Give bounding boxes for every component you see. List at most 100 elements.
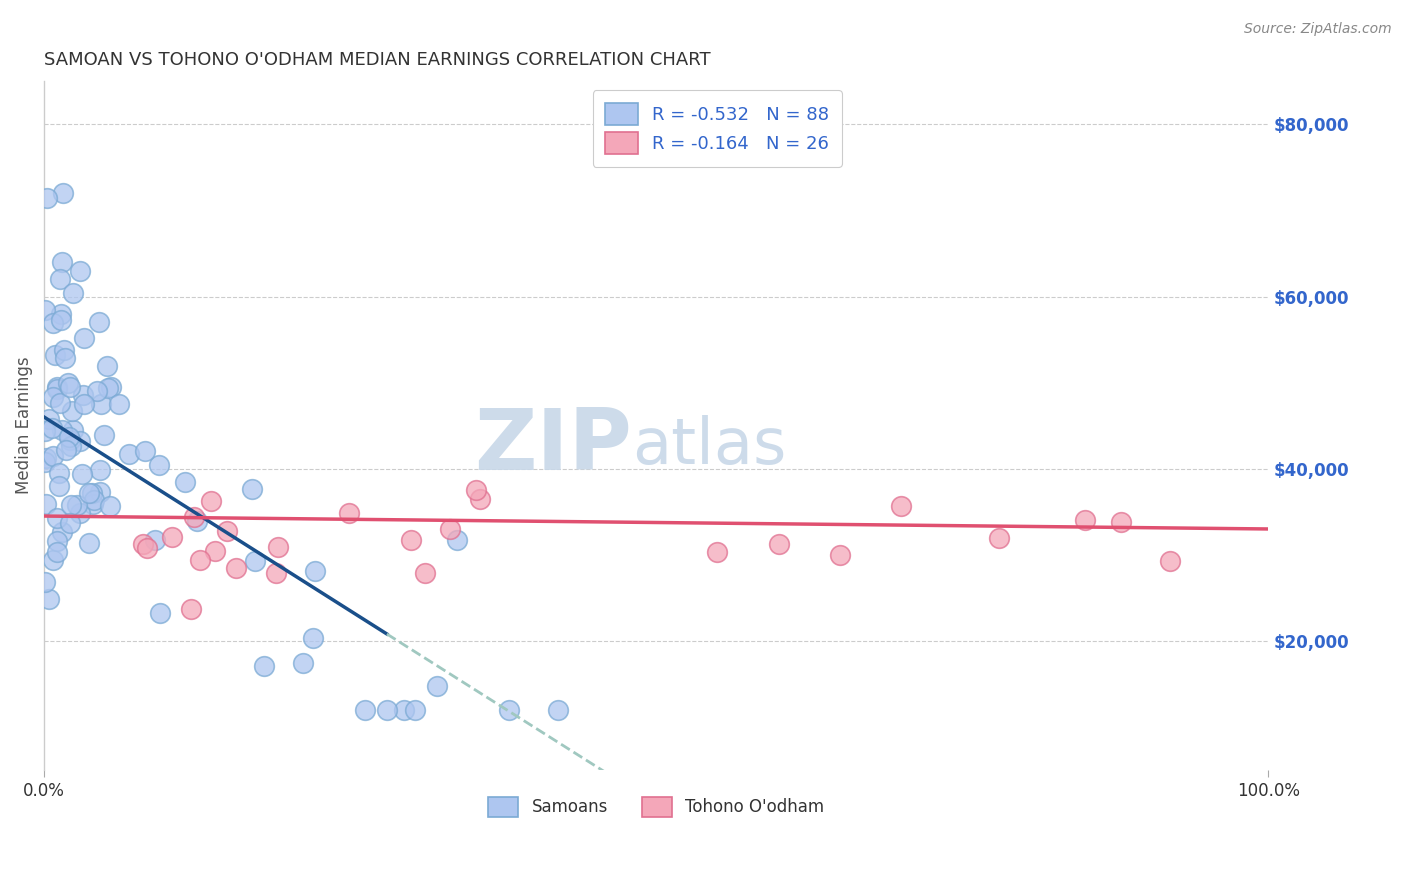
Point — [52, 343, 75, 357]
Point — [51, 255, 73, 269]
Point — [82, 497, 104, 511]
Point — [79, 535, 101, 549]
Point — [58, 430, 80, 444]
Point — [55, 442, 77, 457]
Point — [426, 679, 449, 693]
Point — [34, 424, 56, 438]
Point — [38, 412, 60, 426]
Point — [264, 566, 287, 581]
Point — [375, 703, 398, 717]
Point — [204, 544, 226, 558]
Point — [186, 515, 208, 529]
Point — [72, 467, 94, 481]
Point — [404, 703, 426, 717]
Point — [42, 317, 65, 331]
Point — [399, 533, 422, 547]
Point — [89, 484, 111, 499]
Point — [240, 482, 263, 496]
Point — [58, 516, 80, 530]
Point — [253, 659, 276, 673]
Point — [354, 703, 377, 717]
Point — [35, 451, 58, 466]
Point — [547, 703, 569, 717]
Point — [69, 264, 91, 278]
Point — [215, 524, 238, 538]
Point — [46, 511, 69, 525]
Point — [183, 510, 205, 524]
Point — [60, 498, 83, 512]
Point — [51, 524, 73, 539]
Point — [58, 376, 80, 390]
Point — [135, 541, 157, 555]
Text: ZIP: ZIP — [474, 405, 631, 488]
Point — [69, 507, 91, 521]
Point — [46, 380, 69, 394]
Point — [267, 540, 290, 554]
Point — [42, 390, 65, 404]
Point — [304, 564, 326, 578]
Point — [60, 403, 83, 417]
Point — [77, 486, 100, 500]
Point — [37, 190, 59, 204]
Point — [60, 439, 83, 453]
Point — [173, 475, 195, 489]
Point — [97, 380, 120, 394]
Point — [58, 380, 80, 394]
Point — [100, 380, 122, 394]
Point — [49, 313, 72, 327]
Legend: Samoans, Tohono O'odham: Samoans, Tohono O'odham — [482, 790, 831, 823]
Point — [1159, 554, 1181, 568]
Point — [49, 272, 72, 286]
Point — [51, 307, 73, 321]
Point — [415, 566, 437, 580]
Point — [89, 463, 111, 477]
Point — [49, 396, 72, 410]
Point — [93, 428, 115, 442]
Point — [73, 397, 96, 411]
Point — [468, 492, 491, 507]
Point — [35, 497, 58, 511]
Point — [89, 315, 111, 329]
Point — [65, 498, 87, 512]
Point — [73, 331, 96, 345]
Text: SAMOAN VS TOHONO O'ODHAM MEDIAN EARNINGS CORRELATION CHART: SAMOAN VS TOHONO O'ODHAM MEDIAN EARNINGS… — [44, 51, 711, 69]
Point — [245, 554, 267, 568]
Point — [48, 467, 70, 481]
Point — [72, 388, 94, 402]
Point — [86, 384, 108, 399]
Point — [48, 478, 70, 492]
Point — [1111, 515, 1133, 529]
Point — [90, 397, 112, 411]
Point — [45, 545, 67, 559]
Point — [38, 591, 60, 606]
Point — [302, 631, 325, 645]
Point — [464, 483, 486, 497]
Point — [890, 500, 912, 514]
Point — [46, 534, 69, 549]
Point — [41, 420, 63, 434]
Point — [96, 359, 118, 374]
Point — [118, 447, 141, 461]
Point — [988, 531, 1011, 545]
Point — [46, 382, 69, 396]
Point — [392, 703, 415, 717]
Point — [149, 607, 172, 621]
Point — [498, 703, 520, 717]
Point — [200, 493, 222, 508]
Point — [291, 657, 314, 671]
Point — [134, 443, 156, 458]
Point — [80, 485, 103, 500]
Point — [768, 537, 790, 551]
Point — [98, 499, 121, 513]
Point — [160, 530, 183, 544]
Point — [62, 286, 84, 301]
Point — [69, 434, 91, 448]
Point — [1073, 513, 1095, 527]
Point — [132, 537, 155, 551]
Text: atlas: atlas — [631, 416, 786, 477]
Point — [42, 552, 65, 566]
Point — [51, 424, 73, 438]
Point — [143, 533, 166, 548]
Point — [828, 548, 851, 562]
Point — [52, 186, 75, 201]
